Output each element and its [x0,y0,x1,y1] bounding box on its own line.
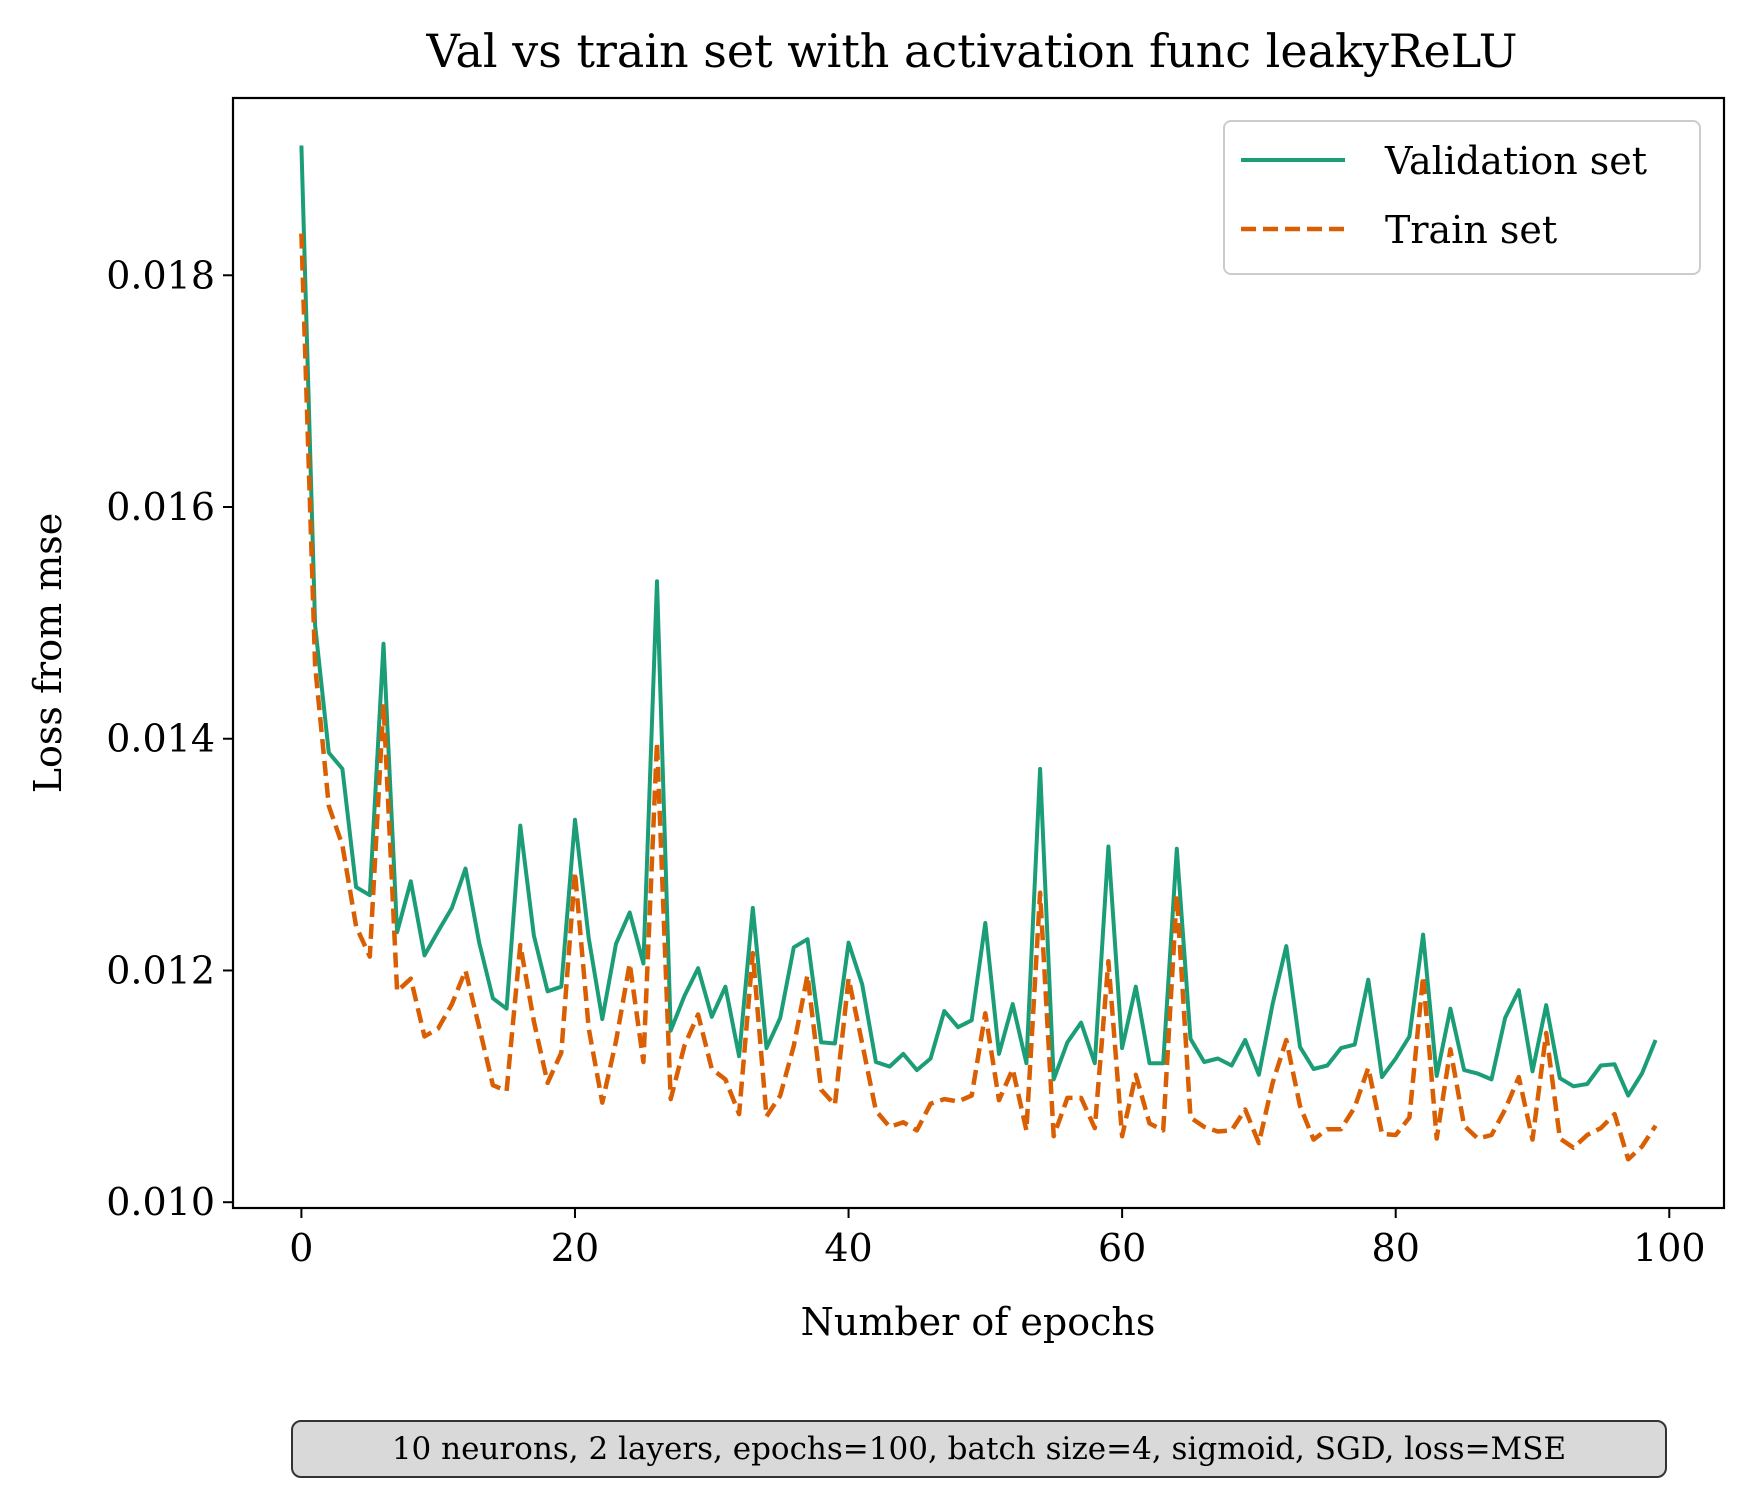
x-tick-label: 20 [551,1226,599,1270]
legend-label-train-set: Train set [1385,208,1557,252]
series-line-train-set [299,233,1658,1162]
plot-area [299,145,1658,1162]
chart-title: Val vs train set with activation func le… [425,24,1517,78]
parameters-caption: 10 neurons, 2 layers, epochs=100, batch … [291,1420,1667,1478]
y-tick-label: 0.018 [106,253,215,297]
y-axis: 0.010 0.012 0.014 0.016 0.018 [106,253,233,1224]
x-axis: 0 20 40 60 80 100 [289,1208,1706,1270]
x-tick-label: 80 [1372,1226,1420,1270]
y-tick-label: 0.010 [106,1180,215,1224]
y-axis-label: Loss from mse [26,513,70,793]
x-axis-label: Number of epochs [801,1300,1156,1344]
legend: Validation set Train set [1223,120,1701,275]
x-tick-label: 0 [289,1226,313,1270]
y-tick-label: 0.012 [106,948,215,992]
x-tick-label: 40 [824,1226,872,1270]
y-tick-label: 0.014 [106,717,215,761]
series-line-validation-set [299,145,1658,1098]
x-tick-label: 60 [1098,1226,1146,1270]
axes-frame [231,96,1726,1210]
y-tick-label: 0.016 [106,485,215,529]
legend-label-validation-set: Validation set [1384,139,1647,183]
x-tick-label: 100 [1633,1226,1706,1270]
